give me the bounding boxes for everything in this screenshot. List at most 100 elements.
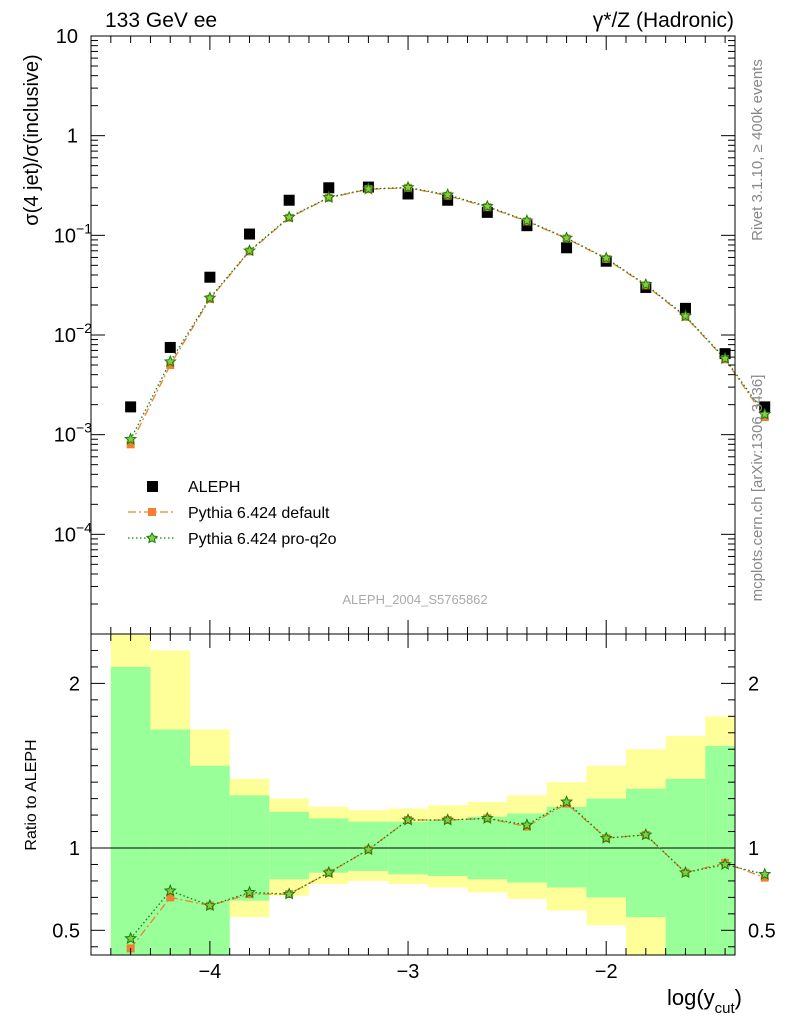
xtick-label: −2 <box>595 961 618 983</box>
data-point-aleph <box>561 242 573 254</box>
data-point-default <box>166 361 175 370</box>
legend-aleph-marker <box>147 481 158 492</box>
band-inner-bin <box>626 788 666 918</box>
data-point-proq2o <box>243 243 257 257</box>
data-point-aleph <box>759 401 771 413</box>
xtick-label: −4 <box>198 961 221 983</box>
ratio-frame <box>90 633 736 956</box>
ratio-point-proq2o <box>441 813 455 826</box>
ratio-ytick-label-left: 1 <box>69 838 80 860</box>
ratio-point-proq2o <box>361 842 375 856</box>
legend-proq2o-label: Pythia 6.424 pro-q2o <box>188 531 337 548</box>
data-point-aleph <box>164 341 176 353</box>
data-point-aleph <box>481 206 493 218</box>
data-point-aleph <box>323 182 335 194</box>
data-point-proq2o <box>361 182 375 195</box>
series-line-proq2o <box>130 186 766 440</box>
ratio-uncertainty-bands <box>91 634 735 955</box>
ratio-ylabel: Ratio to ALEPH <box>23 739 40 850</box>
x-axis-label: log(ycut) <box>667 985 742 1017</box>
data-point-proq2o <box>441 187 455 201</box>
ratio-point-proq2o <box>520 818 534 831</box>
data-point-proq2o <box>124 432 138 445</box>
ratio-point-proq2o <box>678 865 692 879</box>
main-ytick-label: 1 <box>67 126 78 148</box>
ratio-ytick-label-left: 2 <box>69 673 80 695</box>
ratio-ytick-label-right: 2 <box>748 673 759 695</box>
data-point-aleph <box>204 271 216 283</box>
data-point-proq2o <box>322 190 336 203</box>
main-ylabel: σ(4 jet)/σ(inclusive) <box>21 54 43 225</box>
ratio-point-proq2o <box>639 827 653 841</box>
data-point-proq2o <box>678 309 692 322</box>
data-point-aleph <box>442 194 454 206</box>
data-point-proq2o <box>639 277 653 291</box>
ratio-point-proq2o <box>124 931 138 945</box>
data-point-proq2o <box>282 210 296 223</box>
band-inner-bin <box>110 666 151 955</box>
main-ytick-label: 10−3 <box>54 420 92 447</box>
ratio-point-default <box>760 873 769 882</box>
data-point-aleph <box>402 188 414 200</box>
main-series-group <box>124 180 772 449</box>
ratio-line-default <box>130 802 765 949</box>
x-axis-label-close: ) <box>735 985 742 1010</box>
data-point-proq2o <box>203 291 217 304</box>
ratio-point-proq2o <box>560 795 574 808</box>
legend-proq2o-marker <box>145 531 159 544</box>
legend: ALEPH Pythia 6.424 default Pythia 6.424 … <box>128 479 337 548</box>
band-inner-bin <box>190 765 230 955</box>
mcplots-label: mcplots.cern.ch [arXiv:1306.3436] <box>749 375 766 602</box>
data-point-proq2o <box>560 231 574 244</box>
main-ytick-label: 10−4 <box>54 519 92 546</box>
rivet-label: Rivet 3.1.10, ≥ 400k events <box>749 59 766 241</box>
ratio-series-group <box>124 795 772 953</box>
data-point-aleph <box>521 220 533 232</box>
data-point-default <box>126 440 135 449</box>
legend-default-marker <box>148 508 156 516</box>
x-axis-label-main: log(y <box>667 985 715 1010</box>
ratio-point-proq2o <box>322 865 336 879</box>
ratio-point-default <box>166 893 175 902</box>
band-inner-bin <box>546 806 587 888</box>
xtick-label: −3 <box>397 961 420 983</box>
ratio-point-proq2o <box>243 885 257 898</box>
ratio-point-proq2o <box>480 811 494 824</box>
data-point-proq2o <box>599 251 613 264</box>
analysis-id-label: ALEPH_2004_S5765862 <box>342 592 487 607</box>
ratio-point-proq2o <box>758 867 772 880</box>
band-inner-bin <box>150 729 191 955</box>
ratio-point-proq2o <box>203 898 217 912</box>
ratio-ytick-label-right: 0.5 <box>748 920 776 942</box>
data-point-aleph <box>244 228 256 240</box>
ratio-point-proq2o <box>599 831 613 844</box>
band-inner-bin <box>705 745 735 955</box>
data-point-proq2o <box>520 213 534 227</box>
ratio-ytick-label-right: 1 <box>748 838 759 860</box>
data-point-aleph <box>125 401 137 413</box>
data-point-aleph <box>679 302 691 314</box>
ratio-point-proq2o <box>718 857 732 870</box>
ratio-point-proq2o <box>401 813 415 826</box>
main-ytick-label: 10−2 <box>54 320 92 347</box>
data-point-proq2o <box>401 180 415 193</box>
legend-default-label: Pythia 6.424 default <box>188 505 330 522</box>
header-right-label: γ*/Z (Hadronic) <box>593 9 734 32</box>
data-point-aleph <box>283 194 295 206</box>
data-point-proq2o <box>480 199 494 212</box>
main-ytick-label: 10 <box>56 26 78 48</box>
header-left-label: 133 GeV ee <box>105 9 217 32</box>
x-axis-label-sub: cut <box>715 1000 736 1017</box>
legend-aleph-label: ALEPH <box>188 479 240 496</box>
band-inner-bin <box>308 818 349 873</box>
main-ytick-label: 10−1 <box>54 220 92 247</box>
data-point-proq2o <box>163 354 177 368</box>
ratio-point-proq2o <box>163 883 177 897</box>
data-point-proq2o <box>758 407 772 420</box>
ratio-point-proq2o <box>282 887 296 900</box>
ratio-ytick-label-left: 0.5 <box>52 920 80 942</box>
ratio-line-proq2o <box>130 801 765 939</box>
band-inner-bin <box>269 811 309 880</box>
axes-group: 10 1 10−1 10−2 10−3 10−4 2 2 1 1 0.5 0.5 −4 −3 −2 <box>52 26 776 983</box>
